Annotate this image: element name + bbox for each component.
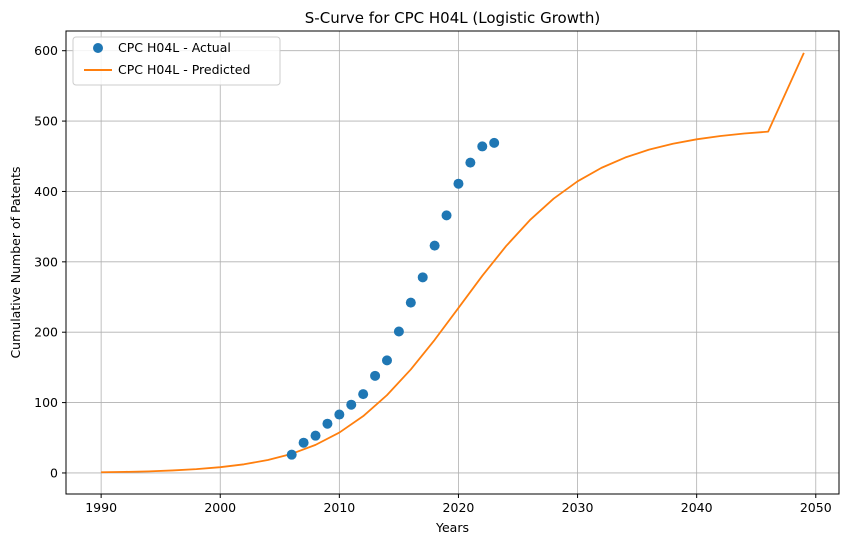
x-tick-label: 2050 — [800, 500, 832, 515]
actual-point — [298, 437, 309, 448]
actual-point — [381, 355, 392, 366]
actual-point — [489, 137, 500, 148]
x-tick-label: 1990 — [85, 500, 117, 515]
x-tick-label: 2020 — [443, 500, 475, 515]
grid — [66, 31, 839, 494]
legend-predicted-label: CPC H04L - Predicted — [118, 62, 250, 77]
actual-point — [405, 297, 416, 308]
legend-actual-label: CPC H04L - Actual — [118, 40, 231, 55]
actual-point — [417, 272, 428, 283]
y-tick-label: 600 — [34, 43, 58, 58]
actual-point — [346, 399, 357, 410]
series-points — [286, 137, 500, 460]
x-tick-label: 2030 — [562, 500, 594, 515]
axis-ticks: 1990 2000 2010 2020 2030 2040 2050 0 100 200 300 40… — [34, 43, 832, 515]
x-axis-label: Years — [435, 520, 469, 535]
actual-point — [286, 449, 297, 460]
actual-point — [429, 240, 440, 251]
actual-point — [453, 178, 464, 189]
plot-frame — [65, 30, 840, 495]
y-tick-label: 300 — [34, 254, 58, 269]
actual-point — [465, 157, 476, 168]
series-lines — [101, 52, 805, 474]
y-tick-label: 100 — [34, 395, 58, 410]
y-tick-label: 0 — [50, 465, 58, 480]
actual-point — [393, 326, 404, 337]
y-tick-label: 400 — [34, 184, 58, 199]
actual-point — [310, 430, 321, 441]
actual-point — [477, 141, 488, 152]
legend-box — [72, 36, 281, 86]
predicted-line — [101, 52, 805, 474]
actual-point — [358, 389, 369, 400]
x-tick-label: 2040 — [681, 500, 713, 515]
y-tick-label: 500 — [34, 114, 58, 129]
chart-title: S-Curve for CPC H04L (Logistic Growth) — [305, 9, 600, 27]
y-axis-label: Cumulative Number of Patents — [8, 166, 23, 358]
legend-actual-marker — [93, 43, 103, 53]
legend: CPC H04L - Actual CPC H04L - Predicted — [72, 36, 281, 86]
actual-point — [370, 370, 381, 381]
x-tick-label: 2000 — [204, 500, 236, 515]
x-tick-label: 2010 — [323, 500, 355, 515]
actual-point — [322, 418, 333, 429]
actual-point — [441, 210, 452, 221]
actual-point — [334, 409, 345, 420]
y-tick-label: 200 — [34, 325, 58, 340]
